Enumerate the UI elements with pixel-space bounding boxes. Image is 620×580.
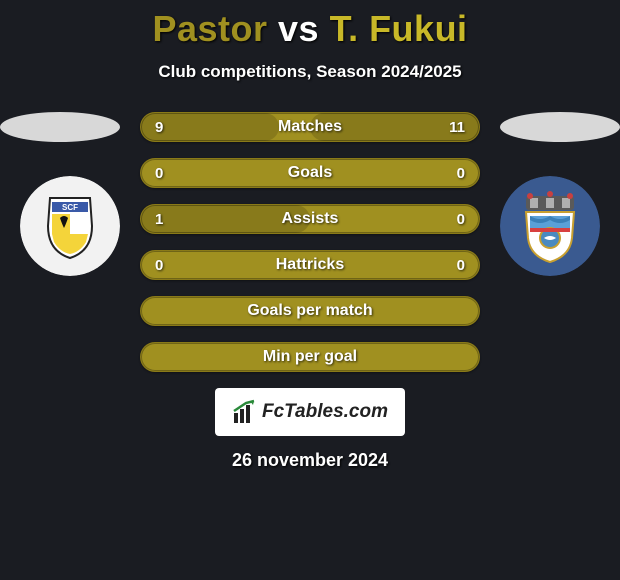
date-text: 26 november 2024 (0, 450, 620, 471)
stat-label: Hattricks (141, 256, 479, 274)
spotlight-right (500, 112, 620, 142)
vs-text: vs (278, 8, 319, 49)
stat-value-left: 0 (155, 257, 163, 274)
stat-row-goals-per-match: Goals per match (140, 296, 480, 326)
stat-label: Min per goal (141, 348, 479, 366)
stat-row-matches: 9Matches11 (140, 112, 480, 142)
fctables-text: FcTables.com (262, 401, 388, 423)
stat-value-left: 1 (155, 211, 163, 228)
stat-value-left: 0 (155, 165, 163, 182)
stat-row-goals: 0Goals0 (140, 158, 480, 188)
club-crest-left-icon: SCF (20, 176, 120, 276)
club-badge-right (500, 176, 600, 276)
stat-row-hattricks: 0Hattricks0 (140, 250, 480, 280)
stat-row-min-per-goal: Min per goal (140, 342, 480, 372)
stat-label: Goals per match (141, 302, 479, 320)
stat-value-right: 0 (457, 211, 465, 228)
svg-text:SCF: SCF (62, 203, 78, 212)
stats-container: 9Matches110Goals01Assists00Hattricks0Goa… (140, 112, 480, 372)
stage: SCF 9Matches110Goals01Assists00Hattricks… (0, 112, 620, 372)
fctables-watermark: FcTables.com (215, 388, 405, 436)
player1-name: Pastor (152, 8, 267, 49)
stat-value-left: 9 (155, 119, 163, 136)
stat-value-right: 0 (457, 165, 465, 182)
stat-value-right: 0 (457, 257, 465, 274)
club-crest-right-icon (500, 176, 600, 276)
stat-value-right: 11 (449, 119, 465, 136)
player2-name: T. Fukui (330, 8, 468, 49)
spotlight-left (0, 112, 120, 142)
stat-fill-left (141, 205, 310, 233)
subtitle: Club competitions, Season 2024/2025 (0, 62, 620, 82)
fctables-logo-icon (232, 399, 258, 425)
stat-label: Goals (141, 164, 479, 182)
comparison-title: Pastor vs T. Fukui (0, 0, 620, 50)
club-badge-left: SCF (20, 176, 120, 276)
stat-row-assists: 1Assists0 (140, 204, 480, 234)
